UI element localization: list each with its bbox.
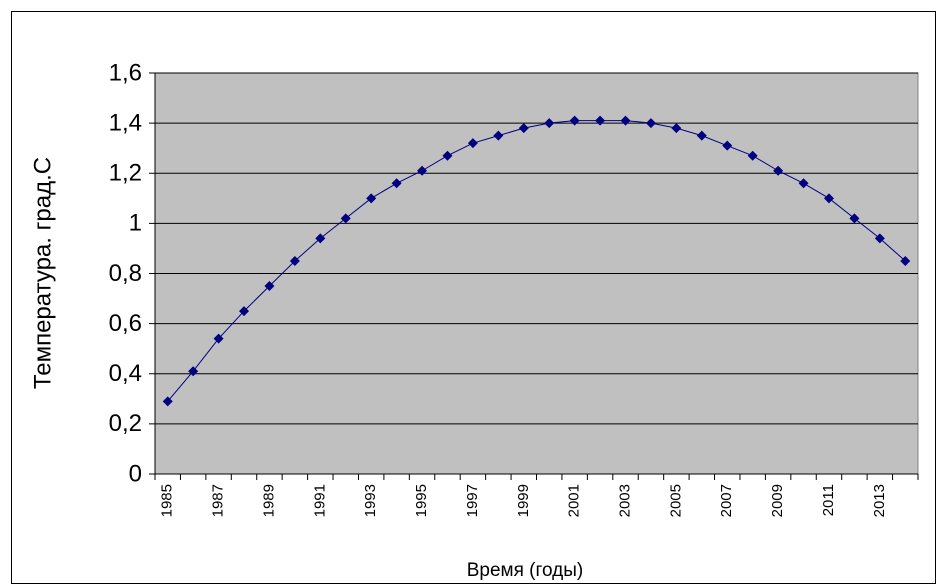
data-point — [900, 255, 911, 266]
data-point — [645, 118, 656, 129]
x-tick-label: 2011 — [820, 484, 837, 516]
data-point — [213, 333, 224, 344]
x-axis-title: Время (годы) — [467, 560, 584, 581]
data-point — [467, 138, 478, 149]
y-tick-label: 1,4 — [109, 109, 142, 136]
data-point — [239, 306, 250, 317]
data-point — [798, 178, 809, 189]
data-point — [569, 115, 580, 126]
y-tick-label: 0 — [129, 460, 142, 487]
data-point — [518, 123, 529, 134]
x-tick-label: 2013 — [871, 484, 888, 517]
data-point — [747, 150, 758, 161]
x-tick-label: 2001 — [566, 484, 583, 517]
data-point — [340, 213, 351, 224]
data-point — [849, 213, 860, 224]
data-point — [315, 233, 326, 244]
data-point — [874, 233, 885, 244]
data-point — [823, 193, 834, 204]
data-point — [493, 130, 504, 141]
data-point — [264, 281, 275, 292]
data-point — [442, 150, 453, 161]
x-tick-label: 1987 — [210, 484, 227, 517]
y-tick-label: 0,2 — [109, 410, 142, 437]
x-tick-label: 2007 — [718, 484, 735, 517]
data-point — [289, 255, 300, 266]
data-point — [773, 165, 784, 176]
data-point — [544, 118, 555, 129]
data-point — [671, 123, 682, 134]
data-point — [417, 165, 428, 176]
data-point — [620, 115, 631, 126]
x-tick-label: 2009 — [769, 484, 786, 517]
data-point — [595, 115, 606, 126]
y-tick-label: 0,6 — [109, 310, 142, 337]
x-tick-label: 1993 — [362, 484, 379, 517]
x-tick-label: 2005 — [667, 484, 684, 517]
y-axis-title: Температура. град.С — [29, 157, 56, 389]
data-point — [391, 178, 402, 189]
x-tick-label: 1985 — [159, 484, 176, 517]
x-tick-label: 1989 — [260, 484, 277, 517]
y-tick-label: 1,6 — [109, 59, 142, 86]
series-line — [167, 120, 906, 402]
data-point — [722, 140, 733, 151]
data-point — [366, 193, 377, 204]
data-point — [188, 366, 199, 377]
y-tick-label: 0,4 — [109, 360, 142, 387]
y-tick-label: 1 — [129, 210, 142, 237]
x-tick-label: 1999 — [515, 484, 532, 517]
x-tick-label: 1991 — [311, 484, 328, 517]
data-point — [696, 130, 707, 141]
x-tick-label: 1997 — [464, 484, 481, 517]
x-tick-label: 1995 — [413, 484, 430, 517]
data-point — [162, 396, 173, 407]
y-tick-label: 1,2 — [109, 160, 142, 187]
y-tick-label: 0,8 — [109, 260, 142, 287]
x-tick-label: 2003 — [616, 484, 633, 517]
